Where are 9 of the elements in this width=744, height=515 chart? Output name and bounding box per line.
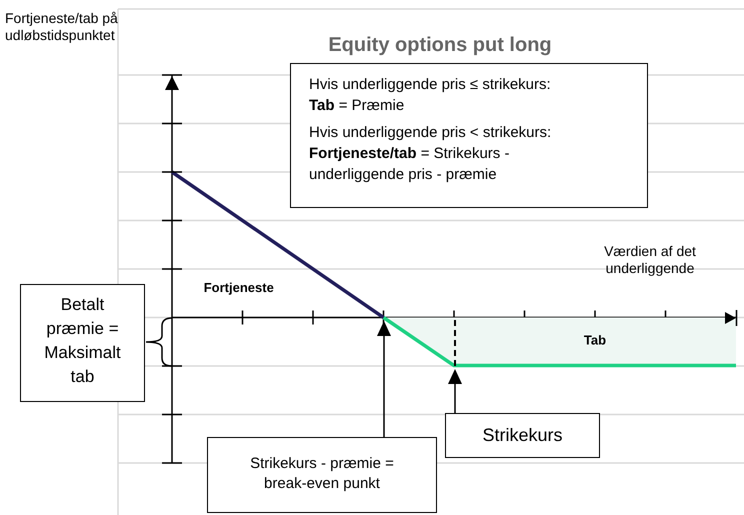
chart-title: Equity options put long <box>327 34 553 57</box>
annotation: Hvis underliggende pris ≤ strikekurs: Tab = Præmie Hvis underliggende pris < strikekurs: Fortjeneste/tab = Strikekurs - underliggende pris - præmie <box>309 75 552 185</box>
text: Strikekurs - præmie = break-even punkt <box>207 437 437 513</box>
text: Fortjeneste <box>204 280 274 295</box>
text: Strikekurs <box>445 413 600 458</box>
series-label: Tab <box>584 332 606 348</box>
text: Fortjeneste/tab på udløbstidspunktet <box>5 10 119 44</box>
annotation: Betalt præmie = Maksimalt tab <box>20 284 145 402</box>
x-axis-title: Værdien af det underliggende <box>603 243 697 277</box>
